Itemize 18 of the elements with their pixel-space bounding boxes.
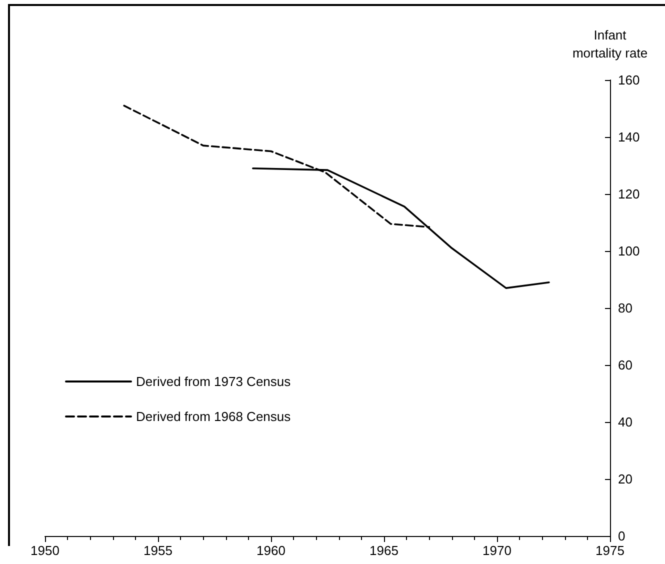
x-tick-label: 1960 — [256, 543, 286, 558]
legend-label: Derived from 1973 Census — [136, 374, 292, 389]
y-tick-label: 160 — [618, 72, 640, 88]
x-tick-label: 1970 — [482, 543, 512, 558]
y-tick-label: 0 — [618, 528, 626, 544]
y-tick-label: 120 — [618, 186, 640, 202]
y-tick-label: 100 — [618, 244, 640, 258]
y-axis-title: Infant mortality rate — [572, 28, 648, 60]
y-tick-label: 60 — [618, 358, 632, 372]
y-tick-label: 40 — [618, 414, 632, 430]
y-tick-label: 80 — [618, 300, 632, 316]
y-tick-label: 140 — [618, 130, 640, 144]
legend-label: Derived from 1968 Census — [136, 409, 292, 424]
x-tick-label: 1975 — [596, 543, 624, 558]
x-tick-label: 1950 — [30, 543, 60, 558]
x-tick-label: 1955 — [144, 543, 172, 558]
y-tick-label: 20 — [618, 472, 632, 486]
x-tick-label: 1965 — [370, 543, 398, 558]
